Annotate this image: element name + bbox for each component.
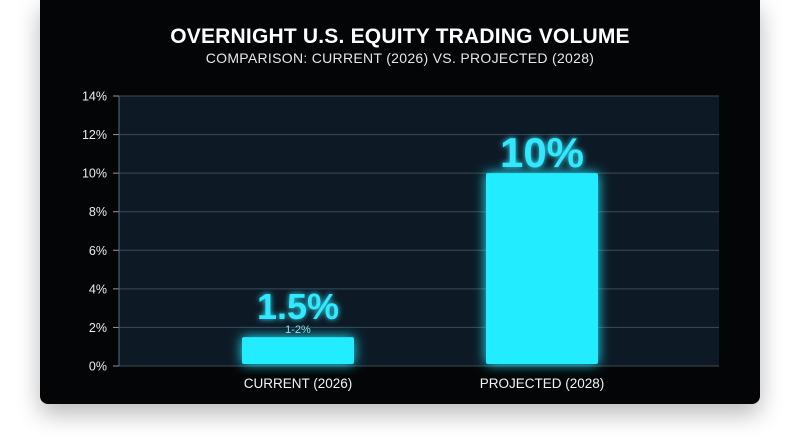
x-axis: CURRENT (2026) PROJECTED (2028) (244, 376, 605, 391)
y-tick-label: 12% (82, 128, 107, 142)
gridlines (119, 95, 719, 367)
y-axis: 0% 2% 4% 6% 8% 10% 12% 14% (82, 90, 119, 374)
plot-area (119, 96, 719, 366)
bar-value-label: 1.5% (257, 286, 339, 327)
chart-subtitle: COMPARISON: CURRENT (2026) VS. PROJECTED… (205, 50, 595, 66)
chart-title: OVERNIGHT U.S. EQUITY TRADING VOLUME (170, 25, 630, 48)
bar-value-label: 10% (500, 129, 584, 176)
bars: 1.5%1-2% 10% (242, 129, 598, 364)
y-tick-label: 6% (89, 244, 107, 258)
x-category-label: CURRENT (2026) (244, 376, 353, 391)
y-tick-label: 10% (82, 167, 107, 181)
bar (486, 173, 598, 364)
y-tick-label: 4% (89, 282, 107, 296)
x-category-label: PROJECTED (2028) (480, 376, 605, 391)
y-tick-label: 2% (89, 321, 107, 335)
y-tick-label: 0% (89, 360, 107, 374)
y-tick-label: 8% (89, 205, 107, 219)
y-tick-label: 14% (82, 90, 107, 104)
bar-value-sublabel: 1-2% (285, 324, 311, 336)
bar (242, 337, 354, 364)
